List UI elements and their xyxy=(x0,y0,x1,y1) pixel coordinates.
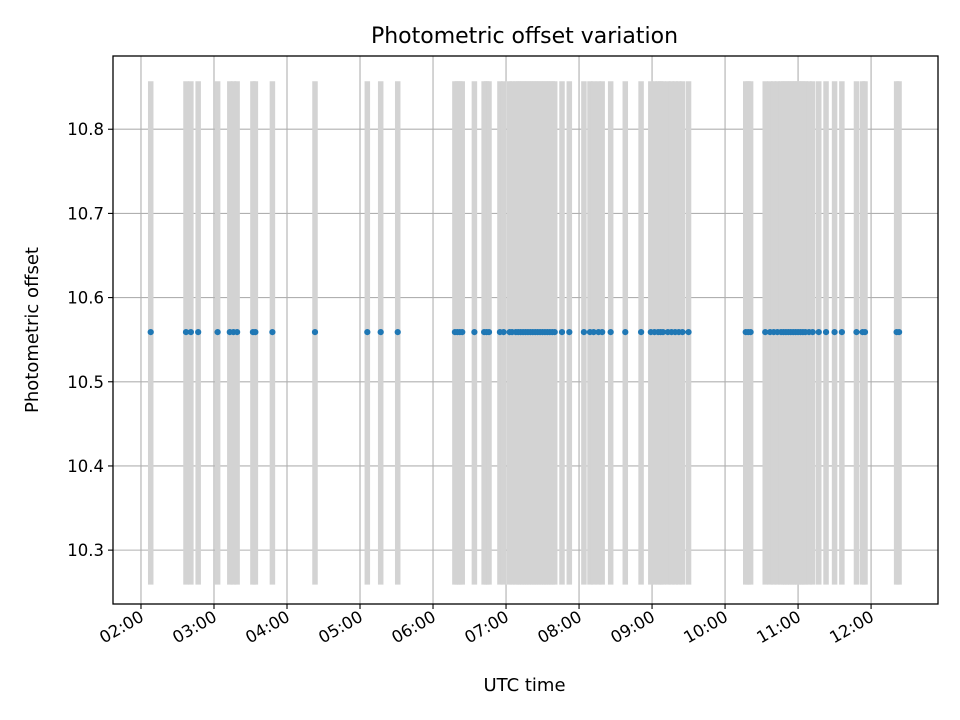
data-point xyxy=(822,329,830,336)
data-point xyxy=(377,329,384,336)
x-tick-label: 09:00 xyxy=(607,607,658,647)
data-point xyxy=(747,329,754,336)
data-point xyxy=(762,329,769,336)
axes-frame xyxy=(112,55,939,605)
data-point xyxy=(551,329,558,336)
y-tick-label: 10.6 xyxy=(67,289,104,308)
data-point xyxy=(459,329,466,336)
x-axis-label: UTC time xyxy=(483,675,565,696)
x-tick-label: 02:00 xyxy=(96,607,147,647)
data-point xyxy=(815,329,822,336)
data-point xyxy=(214,329,221,336)
y-tick-label: 10.3 xyxy=(67,541,104,560)
data-point xyxy=(637,329,645,336)
data-point xyxy=(500,329,507,336)
y-tick-label: 10.8 xyxy=(67,120,104,139)
x-axis-ticks: 02:00 03:00 04:00 05:00 06:00 07:00 08:00 09:00… xyxy=(96,604,877,647)
data-point xyxy=(622,329,629,336)
data-points xyxy=(147,329,903,336)
plot-area xyxy=(112,55,939,605)
y-tick-label: 10.5 xyxy=(67,373,104,392)
data-point xyxy=(679,329,686,336)
data-point xyxy=(895,329,903,336)
data-point xyxy=(394,329,401,336)
data-point xyxy=(364,329,371,336)
data-point xyxy=(471,329,478,336)
data-point xyxy=(831,329,838,336)
y-tick-label: 10.7 xyxy=(67,204,104,223)
x-tick-label: 04:00 xyxy=(242,607,293,647)
data-point xyxy=(187,329,194,336)
data-point xyxy=(566,329,573,336)
data-point xyxy=(853,329,860,336)
x-tick-label: 03:00 xyxy=(169,607,220,647)
x-tick-label: 06:00 xyxy=(388,607,439,647)
data-point xyxy=(809,329,816,336)
data-point xyxy=(838,329,845,336)
data-point xyxy=(269,329,276,336)
x-tick-label: 08:00 xyxy=(534,607,585,647)
data-point xyxy=(607,329,614,336)
x-tick-label: 12:00 xyxy=(826,607,877,647)
x-tick-label: 05:00 xyxy=(315,607,366,647)
data-point xyxy=(580,329,588,336)
x-tick-label: 07:00 xyxy=(461,607,512,647)
data-point xyxy=(182,329,190,336)
y-axis-ticks: 10.3 10.4 10.5 10.6 10.7 10.8 xyxy=(67,120,113,560)
y-tick-label: 10.4 xyxy=(67,457,104,476)
data-point xyxy=(599,329,606,336)
data-point xyxy=(195,329,202,336)
x-tick-label: 11:00 xyxy=(753,607,804,647)
data-point xyxy=(558,329,566,336)
data-point xyxy=(590,329,597,336)
data-point xyxy=(685,329,692,336)
data-point xyxy=(147,329,154,336)
x-tick-label: 10:00 xyxy=(680,607,731,647)
chart-title: Photometric offset variation xyxy=(371,24,678,49)
data-point xyxy=(861,329,869,336)
data-point xyxy=(659,329,667,336)
data-point xyxy=(311,329,319,336)
data-point xyxy=(234,329,241,336)
data-point xyxy=(252,329,259,336)
data-point xyxy=(485,329,493,336)
y-axis-label: Photometric offset xyxy=(22,247,43,413)
